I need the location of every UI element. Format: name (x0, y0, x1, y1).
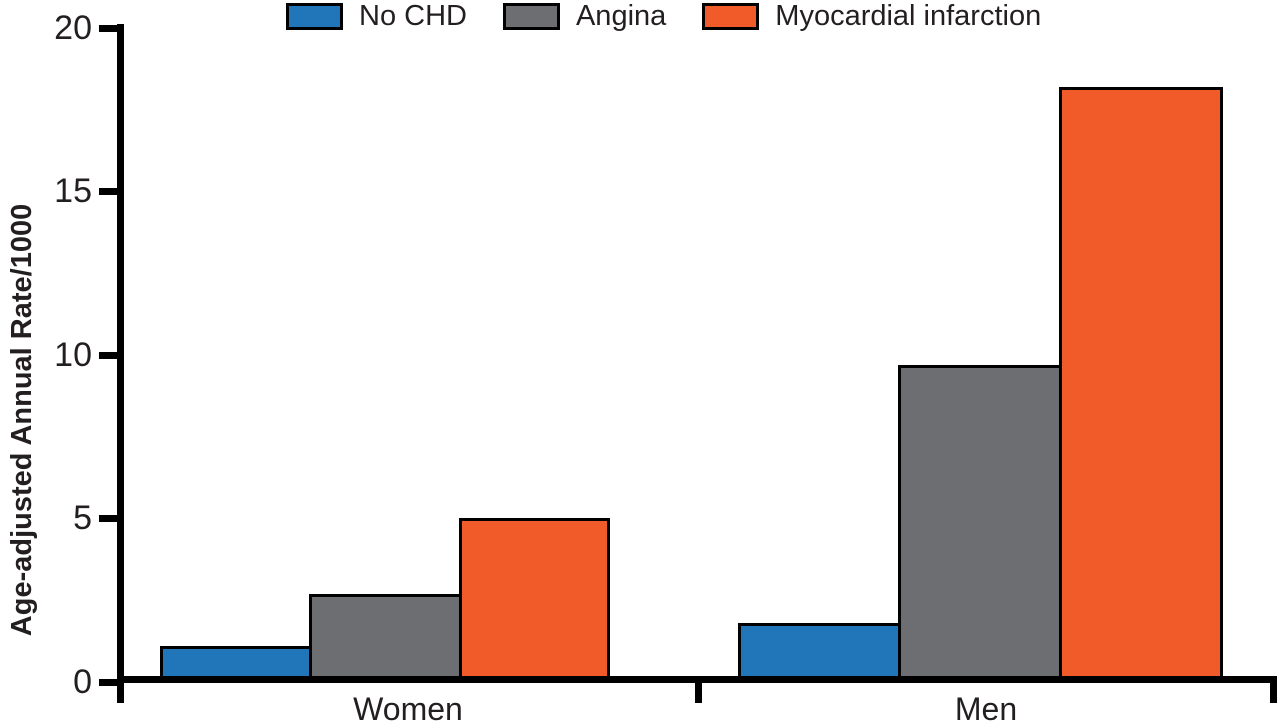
legend: No CHD Angina Myocardial infarction (286, 2, 1041, 31)
y-tick-0 (99, 679, 118, 686)
y-tick-10 (99, 352, 118, 359)
y-axis-line (117, 24, 124, 683)
y-axis-title: Age-adjusted Annual Rate/1000 (6, 203, 38, 637)
y-tick-20 (99, 25, 118, 32)
y-tick-label-15: 15 (54, 172, 92, 210)
bar-men-no-chd (738, 623, 901, 679)
x-tick-middle (695, 683, 702, 703)
legend-swatch-angina (502, 3, 560, 30)
y-tick-label-20: 20 (54, 9, 92, 47)
x-category-label-women: Women (353, 691, 463, 725)
x-tick-right (1270, 683, 1277, 703)
legend-item-angina: Angina (502, 0, 667, 32)
x-tick-left (117, 683, 124, 703)
legend-label-angina: Angina (575, 0, 667, 32)
bar-men-angina (898, 365, 1062, 679)
legend-label-no-chd: No CHD (359, 0, 467, 32)
legend-swatch-myocardial-infarction (702, 3, 760, 30)
x-axis-line (117, 676, 1277, 683)
y-tick-5 (99, 515, 118, 522)
bar-women-no-chd (160, 646, 312, 679)
legend-swatch-no-chd (286, 3, 343, 30)
legend-label-myocardial-infarction: Myocardial infarction (775, 0, 1042, 32)
legend-item-myocardial-infarction: Myocardial infarction (702, 2, 1041, 31)
y-tick-label-0: 0 (73, 663, 92, 701)
y-tick-15 (99, 188, 118, 195)
bar-men-myocardial-infarction (1059, 87, 1223, 679)
bar-women-myocardial-infarction (459, 518, 610, 679)
legend-item-no-chd: No CHD (286, 2, 467, 31)
bar-women-angina (309, 594, 462, 679)
x-category-label-men: Men (954, 691, 1018, 725)
y-tick-label-10: 10 (54, 336, 92, 374)
y-tick-label-5: 5 (73, 499, 92, 537)
